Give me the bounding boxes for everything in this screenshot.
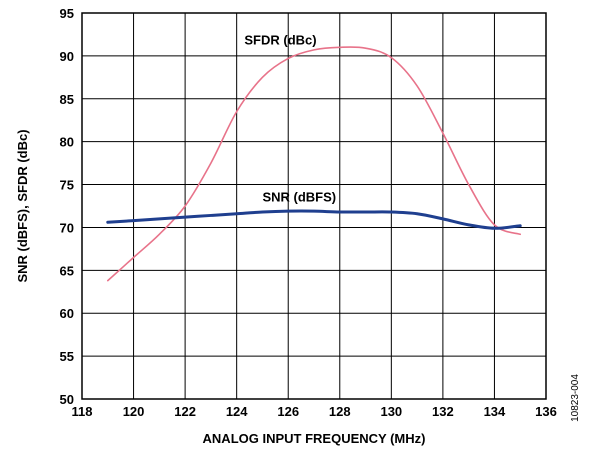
x-tick-label: 128	[329, 404, 351, 419]
y-tick-label: 65	[60, 263, 74, 278]
tick-labels: 118 120 122 124 126 128 130 132 134 136 50 55 60 65 70…	[60, 6, 557, 419]
x-tick-label: 132	[432, 404, 454, 419]
y-tick-label: 85	[60, 92, 74, 107]
plot-frame	[81, 12, 547, 400]
y-tick-label: 70	[60, 220, 74, 235]
figure-id: 10823-004	[570, 374, 581, 422]
series-lines	[106, 46, 522, 282]
y-tick-label: 75	[60, 178, 74, 193]
y-tick-label: 90	[60, 49, 74, 64]
x-tick-label: 120	[123, 404, 145, 419]
x-tick-label: 134	[484, 404, 506, 419]
x-tick-label: 118	[72, 404, 93, 419]
series-label-snr: SNR (dBFS)	[262, 190, 336, 205]
y-tick-label: 80	[60, 135, 74, 150]
x-tick-label: 126	[277, 404, 299, 419]
series-line-snr	[106, 209, 522, 230]
y-tick-label: 55	[60, 349, 74, 364]
x-tick-label: 130	[380, 404, 402, 419]
x-tick-label: 122	[174, 404, 196, 419]
x-tick-label: 136	[535, 404, 557, 419]
x-tick-label: 124	[226, 404, 248, 419]
y-tick-label: 60	[60, 306, 74, 321]
series-label-sfdr: SFDR (dBc)	[244, 33, 316, 48]
x-axis-title: ANALOG INPUT FREQUENCY (MHz)	[203, 431, 426, 446]
y-tick-label: 95	[60, 6, 74, 21]
y-axis-title: SNR (dBFS), SFDR (dBc)	[15, 129, 30, 282]
grid-lines	[81, 12, 547, 400]
series-line-sfdr	[106, 46, 522, 282]
y-tick-label: 50	[60, 392, 74, 407]
